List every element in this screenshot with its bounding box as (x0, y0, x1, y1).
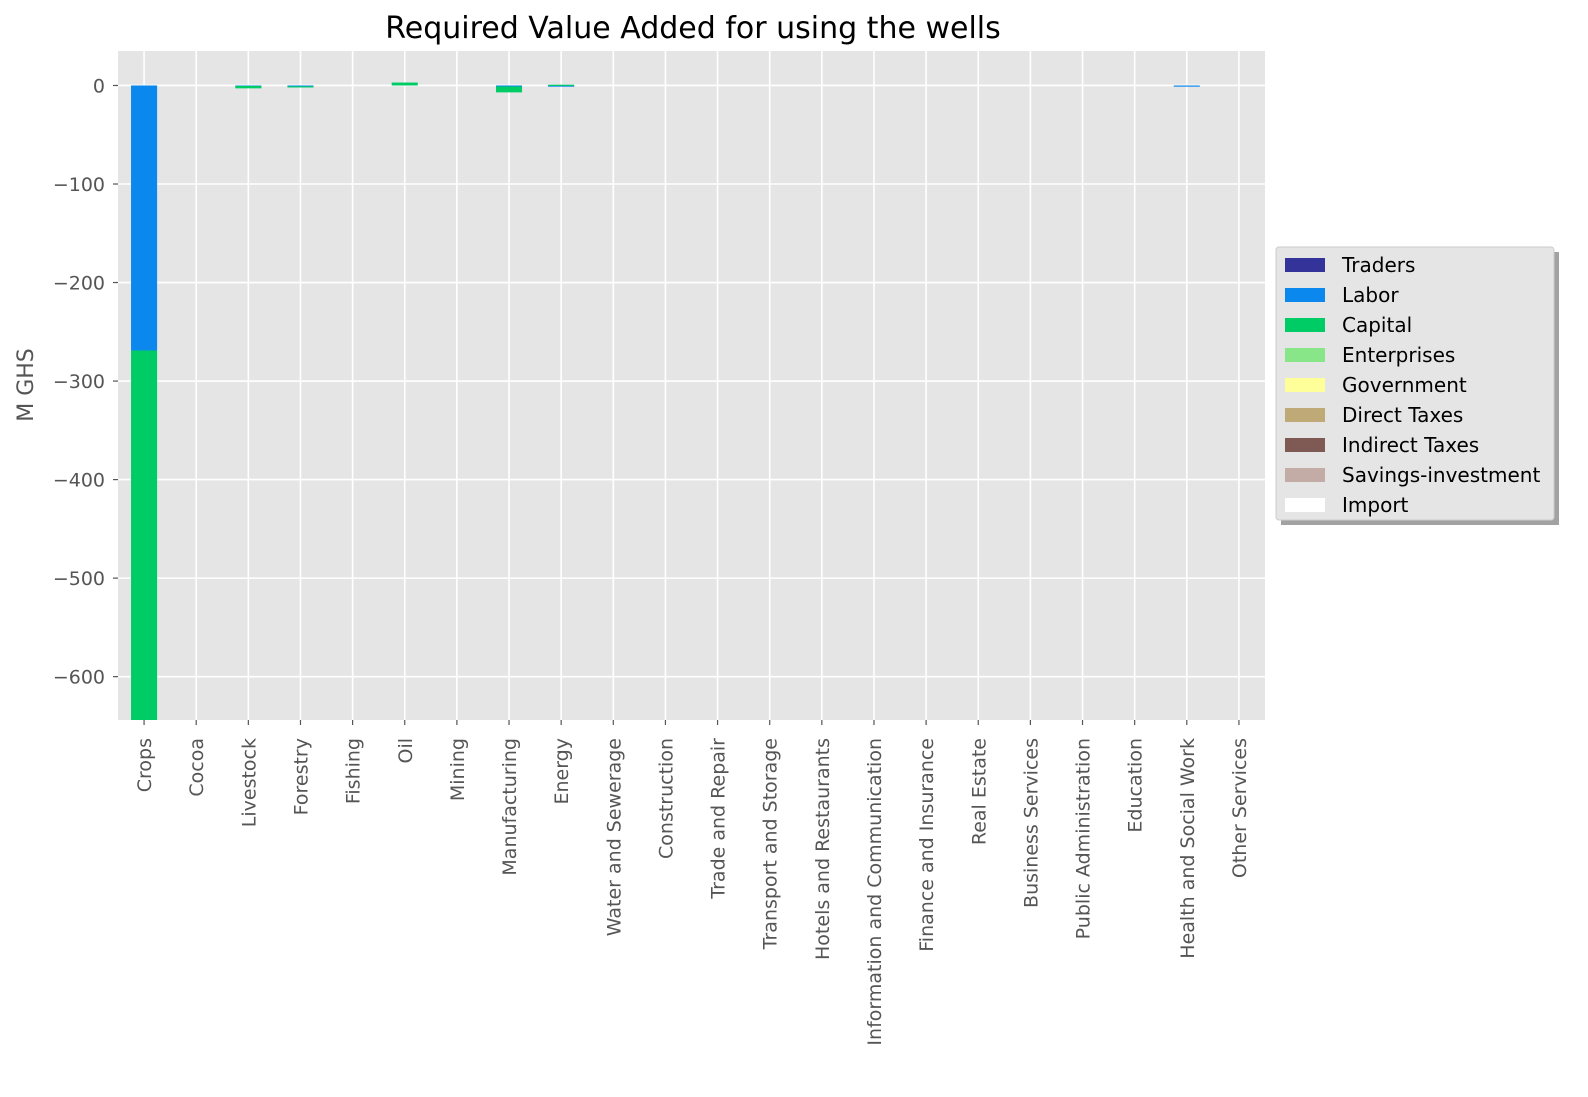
grid (118, 51, 1265, 720)
bar-segment: Oil / Capital: 3 (391, 82, 418, 86)
legend-label: Indirect Taxes (1342, 433, 1479, 457)
x-tick-label: Public Administration (1073, 738, 1095, 939)
x-tick-label: Trade and Repair (708, 738, 730, 900)
bar-segment: Livestock / Capital: -2.5 (235, 85, 262, 89)
x-tick-label: Construction (655, 738, 677, 859)
legend-label: Enterprises (1342, 343, 1455, 367)
x-tick-label: Transport and Storage (760, 738, 782, 950)
x-tick-label: Oil (395, 738, 417, 764)
x-tick-label: Information and Communication (864, 738, 886, 1046)
x-tick-label: Crops (134, 738, 156, 792)
x-tick-label: Hotels and Restaurants (812, 738, 834, 960)
bars: Crops / Labor: -269Crops / Capital: -375… (131, 82, 1200, 720)
legend-swatch (1285, 408, 1325, 422)
x-tick-label: Water and Sewerage (603, 738, 625, 936)
chart-title: Required Value Added for using the wells (385, 11, 1001, 46)
x-tick-label: Health and Social Work (1177, 738, 1199, 959)
x-tick-label: Mining (447, 738, 469, 801)
y-axis-ticks: 0 −100 −200 −300 −400 −500 −600 (53, 75, 118, 689)
bar-segment: Crops / Capital: -375 (131, 350, 158, 720)
legend-swatch (1285, 318, 1325, 332)
legend-swatch (1285, 258, 1325, 272)
x-tick-label: Fishing (343, 738, 365, 804)
y-tick-label: −400 (53, 470, 105, 492)
legend-swatch (1285, 288, 1325, 302)
x-tick-label: Forestry (290, 738, 312, 815)
bar-segment: Crops / Labor: -269 (131, 85, 158, 351)
bar-segment: Manufacturing / Labor: -1 (495, 85, 523, 87)
plot-area (118, 51, 1265, 720)
x-tick-label: Other Services (1229, 738, 1251, 878)
legend: Traders Labor Capital Enterprises Government… (1275, 246, 1559, 525)
legend-swatch (1285, 378, 1325, 392)
legend-box (1275, 246, 1555, 521)
y-tick-label: 0 (93, 75, 105, 97)
x-tick-label: Livestock (238, 738, 260, 827)
bar-segment: Energy / Capital: 0.8 (548, 84, 575, 86)
legend-label: Direct Taxes (1342, 403, 1463, 427)
bar-segment: Forestry / Labor: -0.8 (287, 85, 314, 87)
legend-label: Savings-investment (1342, 463, 1540, 487)
legend-label: Labor (1342, 283, 1399, 307)
legend-label: Capital (1342, 313, 1412, 337)
legend-swatch (1285, 498, 1325, 512)
legend-label: Import (1342, 493, 1409, 517)
legend-swatch (1285, 348, 1325, 362)
x-axis-ticks: Crops Cocoa Livestock Forestry Fishing Oil Min… (134, 720, 1251, 1046)
y-tick-label: −600 (53, 667, 105, 689)
x-tick-label: Education (1125, 738, 1147, 833)
x-tick-label: Real Estate (968, 738, 990, 845)
legend-swatch (1285, 438, 1325, 452)
y-tick-label: −100 (53, 174, 105, 196)
bar-segment: Forestry / Capital: -1 (287, 86, 314, 88)
legend-items: Traders Labor Capital Enterprises Government… (1285, 253, 1540, 517)
y-axis-label: M GHS (14, 348, 39, 422)
x-tick-label: Cocoa (186, 738, 208, 797)
bar-segment: Health and Social Work / Labor: -0.6 (1173, 85, 1200, 87)
y-tick-label: −200 (53, 273, 105, 295)
legend-swatch (1285, 468, 1325, 482)
y-tick-label: −300 (53, 371, 105, 393)
x-tick-label: Business Services (1020, 738, 1042, 908)
x-tick-label: Manufacturing (499, 738, 521, 876)
legend-label: Government (1342, 373, 1467, 397)
legend-label: Traders (1341, 253, 1415, 277)
bar-segment: Manufacturing / Capital: -6 (495, 86, 523, 93)
x-tick-label: Finance and Insurance (916, 738, 938, 952)
x-tick-label: Energy (551, 738, 573, 805)
bar-segment: Energy / Labor: -0.3 (548, 85, 575, 87)
y-tick-label: −500 (53, 568, 105, 590)
